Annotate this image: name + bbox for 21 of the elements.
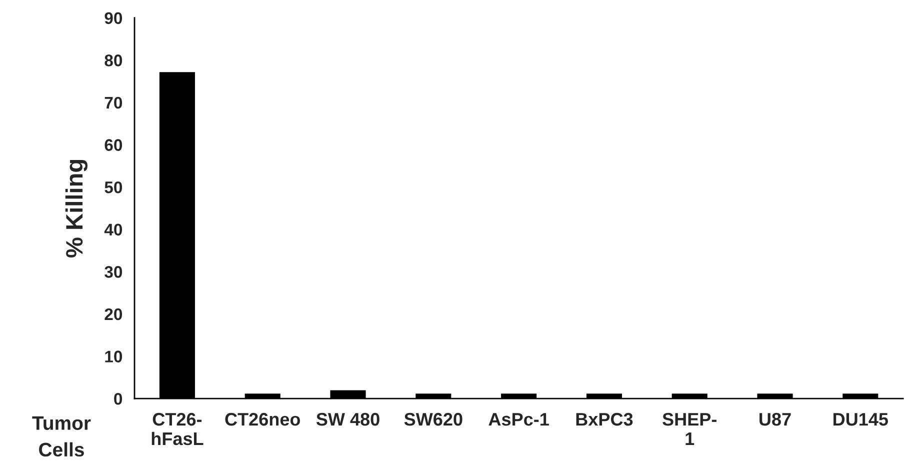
y-axis-title: % Killing (65, 160, 88, 258)
y-tick-label: 10 (105, 350, 122, 362)
x-axis-title: Tumor Cells (32, 416, 91, 457)
y-tick-label: 60 (104, 139, 122, 151)
y-tick-label: 50 (104, 181, 122, 194)
x-tick-label: CT26- hFasL (152, 412, 204, 446)
y-tick-label: 90 (104, 12, 122, 24)
x-tick-label: DU145 (834, 413, 888, 426)
y-tick-label: 30 (104, 266, 122, 278)
y-tick-label: 0 (114, 392, 122, 405)
y-tick-label: 80 (104, 54, 122, 66)
x-tick-label: SW 480 (316, 412, 380, 426)
x-tick-label: BxPC3 (576, 412, 633, 426)
y-tick-label: 20 (104, 308, 122, 320)
x-tick-label: SHEP- 1 (662, 412, 716, 445)
y-tick-label: 70 (104, 96, 122, 109)
y-tick-label: 40 (104, 224, 122, 236)
x-tick-label: U87 (760, 412, 791, 426)
x-tick-label: AsPc-1 (488, 413, 549, 426)
x-tick-label: SW620 (404, 412, 462, 426)
x-tick-label: CT26neo (225, 412, 300, 426)
